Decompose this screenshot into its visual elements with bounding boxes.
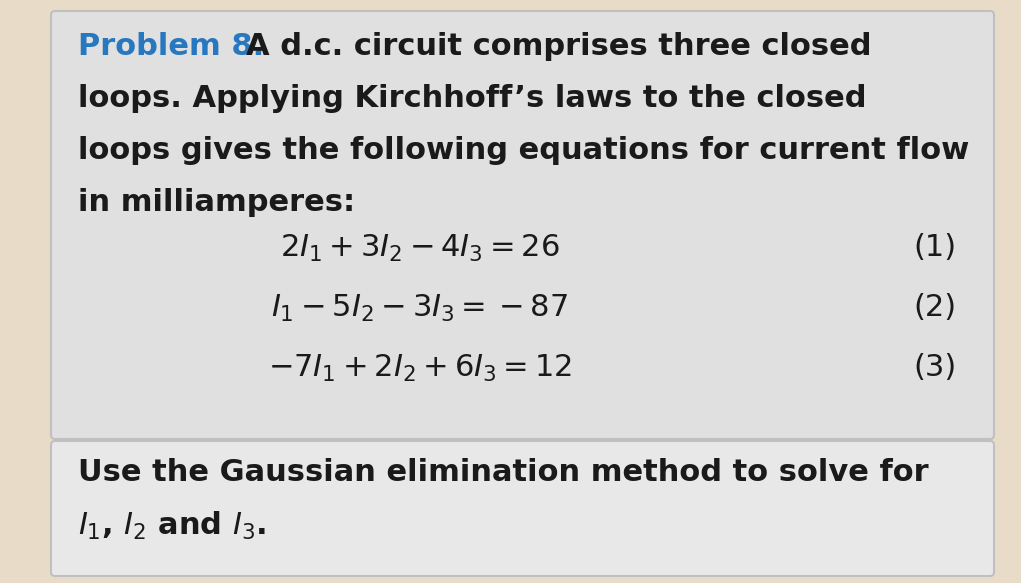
Text: Problem 8.: Problem 8. (78, 32, 264, 61)
Text: Use the Gaussian elimination method to solve for: Use the Gaussian elimination method to s… (78, 458, 929, 487)
Text: $I_1-5I_2-3I_3=-87$: $I_1-5I_2-3I_3=-87$ (272, 293, 569, 324)
FancyBboxPatch shape (51, 441, 994, 576)
Text: loops. Applying Kirchhoff’s laws to the closed: loops. Applying Kirchhoff’s laws to the … (78, 84, 867, 113)
Text: $-7I_1+2I_2+6I_3=12$: $-7I_1+2I_2+6I_3=12$ (268, 353, 572, 384)
Text: (1): (1) (914, 234, 957, 262)
Text: (2): (2) (914, 293, 957, 322)
FancyBboxPatch shape (51, 11, 994, 439)
Text: loops gives the following equations for current flow: loops gives the following equations for … (78, 136, 969, 165)
Text: in milliamperes:: in milliamperes: (78, 188, 355, 217)
Text: $2I_1+3I_2-4I_3=26$: $2I_1+3I_2-4I_3=26$ (280, 233, 560, 264)
Text: $I_1$, $I_2$ and $I_3$.: $I_1$, $I_2$ and $I_3$. (78, 510, 266, 542)
Text: (3): (3) (914, 353, 957, 382)
Text: A d.c. circuit comprises three closed: A d.c. circuit comprises three closed (246, 32, 872, 61)
